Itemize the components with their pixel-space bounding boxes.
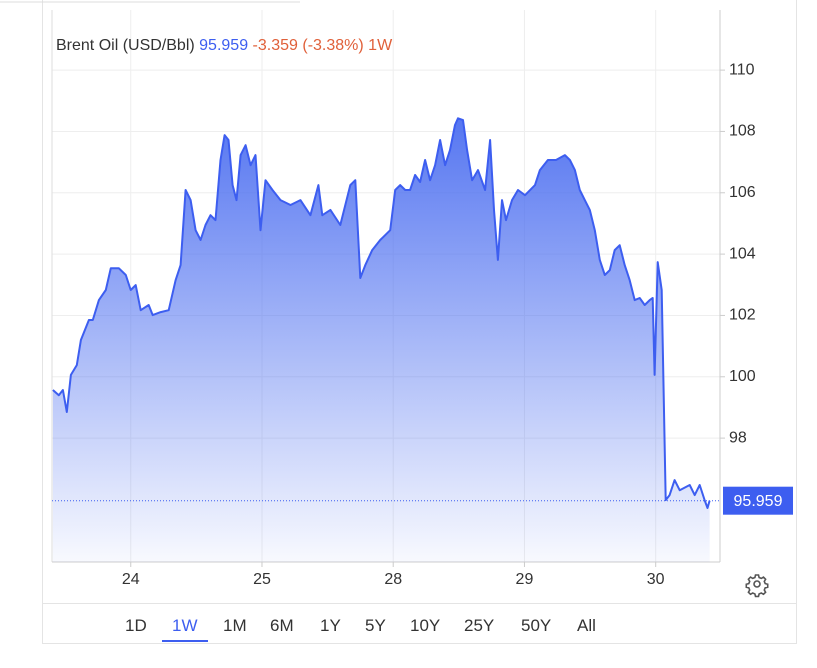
- range-selector: 1D 1W 1M 6M 1Y 5Y 10Y 25Y 50Y All: [42, 603, 797, 644]
- range-button[interactable]: 50Y: [521, 616, 552, 635]
- y-tick-label: 102: [729, 307, 756, 324]
- x-tick-label: 29: [516, 571, 534, 588]
- range-button[interactable]: 1M: [223, 616, 247, 635]
- y-tick-label: 110: [729, 61, 755, 78]
- settings-icon[interactable]: [745, 574, 769, 598]
- range-button[interactable]: 6M: [270, 616, 294, 635]
- chart: 98 100 102 104 106 108 110 24 25 28 29 30 95.959: [0, 1, 793, 598]
- range-button[interactable]: 10Y: [410, 616, 441, 635]
- range-button[interactable]: 1W: [162, 616, 208, 642]
- chart-panel: [42, 0, 797, 644]
- x-tick-label: 30: [647, 571, 665, 588]
- y-tick-label: 100: [729, 368, 756, 385]
- last-price: 95.959: [199, 37, 249, 54]
- line: [52, 117, 711, 509]
- range-button[interactable]: All: [577, 616, 596, 635]
- plot: 98 100 102 104 106 108 110 24 25 28 29 30 95.959: [51, 10, 793, 588]
- range-button[interactable]: 5Y: [365, 616, 386, 635]
- x-tick-label: 25: [253, 571, 271, 588]
- range-button[interactable]: 1Y: [320, 616, 341, 635]
- x-tick-label: 28: [384, 571, 402, 588]
- area: [52, 118, 710, 563]
- title: Brent Oil (USD/Bbl): [56, 37, 195, 54]
- y-tick-label: 104: [729, 245, 756, 262]
- y-tick-label: 98: [729, 429, 747, 446]
- last-value-label: 95.959: [734, 493, 783, 510]
- y-tick-label: 106: [729, 184, 756, 201]
- period: 1W: [368, 37, 393, 54]
- last-value-box: [723, 486, 793, 515]
- legend-header: Brent Oil (USD/Bbl) 95.959 -3.359 (-3.38…: [56, 37, 392, 55]
- range-button[interactable]: 25Y: [464, 616, 495, 635]
- x-tick-label: 24: [122, 571, 140, 588]
- change: -3.359 (-3.38%): [252, 37, 364, 54]
- y-tick-label: 108: [729, 123, 756, 140]
- range-button[interactable]: 1D: [125, 616, 147, 635]
